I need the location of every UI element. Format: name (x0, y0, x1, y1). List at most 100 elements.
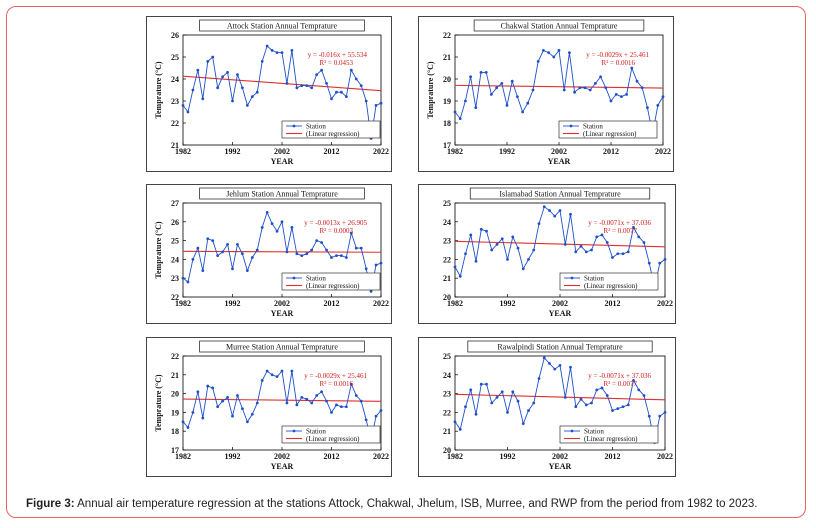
data-point (637, 235, 641, 239)
x-tick-label: 1982 (447, 147, 463, 156)
legend-regression-label: (Linear regression) (584, 435, 638, 443)
data-point (349, 68, 353, 72)
data-point (595, 388, 599, 392)
data-point (626, 250, 630, 254)
data-point (605, 394, 609, 397)
data-point (490, 248, 494, 252)
data-point (464, 405, 467, 409)
data-point (369, 289, 373, 293)
data-point (562, 88, 566, 92)
chart-title-box (467, 340, 653, 353)
x-tick-label: 1992 (225, 147, 241, 156)
legend-regression-label: (Linear regression) (584, 282, 638, 290)
chart-title-box (473, 19, 645, 32)
legend-station-label: Station (584, 275, 604, 283)
data-point (315, 394, 319, 397)
data-point (265, 211, 269, 214)
x-tick-label: 1982 (175, 452, 191, 461)
data-point (325, 82, 328, 85)
data-point (330, 411, 333, 414)
data-point (579, 244, 583, 248)
x-tick-label: 1982 (175, 147, 191, 156)
data-point (275, 51, 279, 54)
data-point (663, 258, 667, 261)
data-point (364, 418, 368, 422)
chart-title: Attock Station Annual Temprature (227, 22, 338, 31)
data-point (315, 239, 319, 242)
data-point (206, 60, 210, 63)
data-point (469, 233, 473, 237)
y-tick-label: 17 (443, 141, 451, 150)
data-point (354, 246, 358, 250)
chart-title: Chakwal Station Annual Temprature (501, 22, 618, 31)
chart-panel-rawalpindi: Rawalpindi Station Annual Temprature 20 21… (418, 337, 676, 477)
data-point (594, 82, 597, 85)
data-point (611, 256, 614, 259)
data-point (280, 369, 284, 373)
x-tick-label: 2012 (605, 452, 621, 461)
data-point (285, 401, 289, 405)
data-point (374, 104, 378, 107)
regression-line (182, 75, 382, 92)
x-tick-label: 2002 (552, 452, 568, 461)
data-point (280, 220, 284, 224)
data-point (532, 401, 536, 405)
data-point (516, 399, 520, 403)
data-point (231, 414, 234, 418)
data-point (236, 73, 239, 76)
data-point (260, 60, 264, 63)
data-point (495, 242, 499, 246)
data-point (335, 90, 338, 94)
y-tick-label: 20 (443, 446, 451, 455)
y-tick-label: 25 (171, 237, 179, 246)
data-point (658, 414, 662, 418)
legend-box (281, 120, 381, 139)
data-point (216, 86, 220, 90)
x-tick-label: 2022 (657, 452, 673, 461)
data-point (583, 86, 587, 90)
data-point (521, 267, 525, 271)
data-point (335, 254, 338, 258)
data-point (552, 55, 556, 59)
data-point (663, 411, 667, 414)
regression-equation: y = -0.016x + 55.534 (308, 51, 368, 59)
data-point (464, 99, 467, 103)
data-point (320, 390, 323, 394)
data-point (310, 86, 314, 90)
y-tick-label: 27 (171, 199, 179, 208)
data-point (310, 401, 314, 405)
caption-text: Annual air temperature regression at the… (74, 498, 758, 510)
y-tick-label: 21 (171, 371, 179, 380)
data-point (614, 93, 618, 96)
y-tick-label: 21 (171, 141, 179, 150)
chart-svg-chakwal: Chakwal Station Annual Temprature 17 18 19 2… (426, 19, 671, 166)
data-point (221, 250, 224, 254)
x-tick-label: 1992 (499, 147, 515, 156)
data-point (295, 252, 299, 256)
x-axis-label: YEAR (271, 462, 294, 471)
data-point (620, 95, 623, 98)
y-tick-label: 22 (443, 408, 451, 417)
data-point (563, 395, 567, 399)
data-point (250, 95, 254, 98)
chart-title: Islamabad Station Annual Temprature (499, 190, 621, 199)
data-point (374, 414, 378, 418)
data-point (600, 233, 604, 237)
chart-panel-jehlum: Jehlum Station Annual Temprature 22 23 24 25… (146, 184, 392, 324)
data-point (191, 258, 195, 261)
data-point (537, 222, 541, 226)
data-point (320, 241, 323, 244)
data-point (359, 399, 363, 403)
data-point (255, 248, 259, 252)
data-point (250, 412, 254, 416)
data-point (563, 242, 567, 246)
regression-equation: y = -0.0013x + 26.905 (304, 219, 367, 227)
r-squared: R² = 0.0077 (604, 227, 638, 235)
data-point (511, 235, 515, 239)
data-point (196, 68, 200, 72)
data-point (609, 99, 613, 103)
x-axis-label: YEAR (549, 462, 572, 471)
y-tick-label: 26 (171, 218, 179, 227)
data-point (245, 269, 249, 273)
data-point (485, 229, 488, 233)
